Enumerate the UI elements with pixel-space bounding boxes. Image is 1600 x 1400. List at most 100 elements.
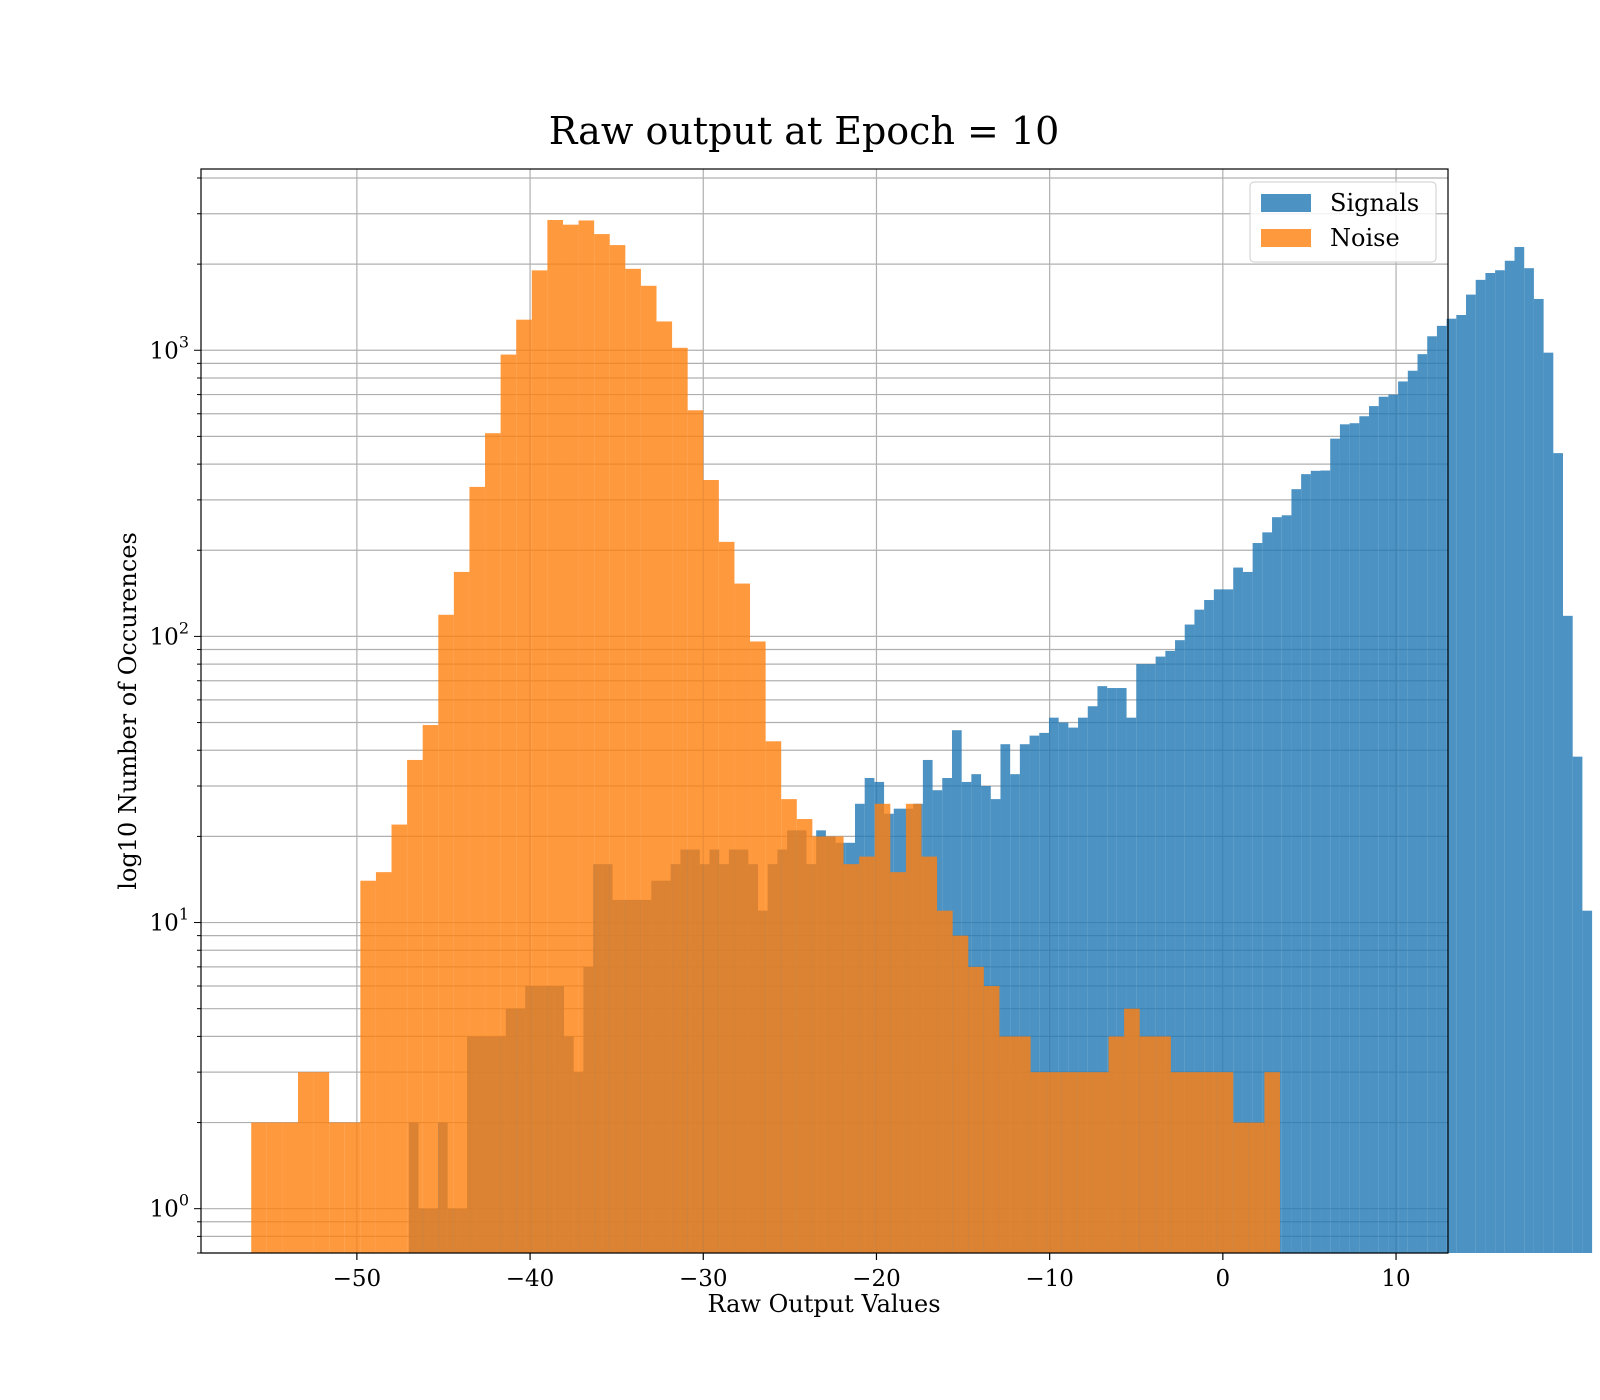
histogram-bar <box>1046 1072 1062 1253</box>
chart-title: Raw output at Epoch = 10 <box>549 109 1060 153</box>
histogram-bar <box>1068 727 1079 1253</box>
histogram-bar <box>843 864 860 1253</box>
histogram-bar <box>1194 609 1205 1253</box>
histogram-bar <box>1139 1036 1156 1253</box>
legend-label: Noise <box>1330 224 1400 252</box>
histogram-bar <box>1543 352 1554 1253</box>
histogram-bar <box>1213 589 1224 1253</box>
histogram-bar <box>1572 756 1583 1253</box>
histogram-bar <box>1233 1122 1249 1253</box>
y-tick-label: 102 <box>150 618 189 650</box>
histogram-bar <box>952 935 969 1253</box>
histogram-bar <box>1262 532 1273 1253</box>
histogram-bar <box>547 220 563 1254</box>
histogram-bar <box>687 410 704 1253</box>
histogram-bar <box>516 319 532 1253</box>
histogram-bar <box>765 741 782 1253</box>
histogram-bar <box>1184 624 1195 1253</box>
histogram-bar <box>1061 1072 1078 1253</box>
histogram-bar <box>1475 279 1486 1253</box>
histogram-bar <box>968 966 984 1253</box>
histogram-bar <box>1223 589 1234 1253</box>
y-tick-label: 101 <box>150 905 189 937</box>
histogram-bar <box>375 872 392 1253</box>
histogram-bar <box>1291 489 1302 1253</box>
histogram-bar <box>781 799 797 1253</box>
histogram-bar <box>344 1122 361 1253</box>
histogram-bar <box>890 872 906 1253</box>
histogram-bar <box>1170 1072 1187 1253</box>
histogram-bar <box>734 583 751 1253</box>
histogram-bar <box>999 1036 1016 1253</box>
histogram-bar <box>1436 325 1447 1253</box>
histogram-bar <box>656 321 673 1254</box>
histogram-bar <box>1495 270 1505 1254</box>
histogram-bar <box>1107 688 1117 1253</box>
histogram-bar <box>266 1122 283 1253</box>
x-tick-label: −10 <box>1025 1266 1074 1292</box>
histogram-bar <box>1310 470 1321 1253</box>
histogram-bar <box>469 486 486 1253</box>
histogram-bar <box>1524 268 1534 1253</box>
histogram-bar <box>1015 1036 1031 1253</box>
histogram-bar <box>937 910 953 1253</box>
histogram-bar <box>1116 688 1127 1253</box>
x-tick-label: 0 <box>1216 1266 1231 1292</box>
histogram-bar <box>1030 1072 1047 1253</box>
histogram-bar <box>1186 1072 1203 1253</box>
histogram-bar <box>1000 744 1011 1253</box>
histogram-bar <box>750 641 766 1253</box>
histogram-bar <box>422 725 439 1253</box>
histogram-bar <box>1330 438 1340 1253</box>
histogram-bar <box>625 268 641 1253</box>
histogram-bar <box>391 824 408 1253</box>
histogram-bar <box>1126 717 1137 1253</box>
histogram-bar <box>1446 318 1457 1254</box>
legend-swatch <box>1261 194 1311 212</box>
histogram-bar <box>1029 735 1040 1253</box>
histogram-bar <box>329 1122 345 1253</box>
histogram-bar <box>1301 474 1311 1253</box>
histogram-bar <box>983 986 1000 1253</box>
histogram-bar <box>859 856 875 1253</box>
histogram-bar <box>313 1072 330 1253</box>
histogram-bar <box>500 354 517 1253</box>
histogram-bar <box>1155 656 1166 1253</box>
histogram-bar <box>1427 336 1437 1254</box>
x-tick-label: −50 <box>333 1266 382 1292</box>
histogram-bar <box>438 614 454 1253</box>
histogram-bar <box>1485 273 1496 1253</box>
histogram-bar <box>1097 686 1108 1253</box>
histogram-bar <box>1252 543 1263 1253</box>
histogram-bar <box>1369 406 1379 1253</box>
histogram-bar <box>1563 615 1573 1253</box>
x-axis-label: Raw Output Values <box>707 1290 940 1318</box>
histogram-bar <box>1078 717 1088 1253</box>
histogram-bar <box>282 1122 298 1253</box>
histogram-bar <box>1533 298 1544 1253</box>
histogram-bar <box>672 347 688 1254</box>
histogram-bar <box>703 480 719 1253</box>
histogram-bar <box>531 270 548 1254</box>
histogram-bar <box>562 224 579 1253</box>
histogram-bar <box>827 836 844 1253</box>
histogram-bar <box>1175 640 1185 1253</box>
histogram-bar <box>1155 1036 1171 1253</box>
histogram-bars <box>251 220 1593 1254</box>
histogram-bar <box>1048 717 1059 1253</box>
y-tick-label: 103 <box>150 332 189 364</box>
histogram-bar <box>1058 722 1069 1253</box>
histogram-bar <box>1242 571 1253 1253</box>
histogram-bar <box>1233 567 1243 1253</box>
histogram-bar <box>1407 370 1418 1253</box>
histogram-bar <box>609 245 626 1254</box>
x-tick-label: −40 <box>506 1266 555 1292</box>
legend: Signals Noise <box>1249 181 1437 263</box>
histogram-bar <box>407 759 423 1253</box>
histogram-bar <box>1204 600 1214 1253</box>
histogram-bar <box>1388 394 1399 1254</box>
histogram-bar <box>1514 247 1525 1253</box>
histogram-bar <box>1202 1072 1218 1253</box>
histogram-bar <box>453 571 470 1253</box>
histogram-bar <box>578 220 595 1254</box>
